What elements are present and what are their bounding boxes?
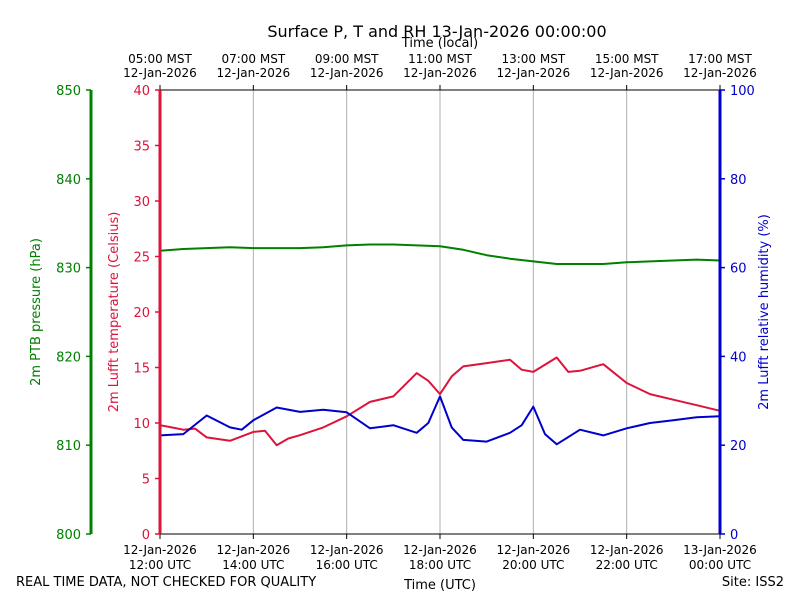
x-tick-label-utc-date: 12-Jan-2026 — [497, 543, 571, 557]
site-label: Site: ISS2 — [721, 575, 784, 590]
x-tick-label-local-time: 05:00 MST — [128, 52, 192, 66]
x-tick-label-utc-date: 12-Jan-2026 — [310, 543, 384, 557]
x-tick-label-utc-date: 12-Jan-2026 — [217, 543, 291, 557]
temperature-tick-label: 25 — [133, 251, 150, 266]
humidity-tick-label: 20 — [730, 439, 747, 454]
bottom-axis-title: Time (UTC) — [403, 578, 476, 593]
series-humidity-line — [159, 395, 721, 446]
vertical-grid — [252, 90, 628, 534]
humidity-tick-label: 80 — [730, 173, 747, 188]
x-tick-label-utc-time: 16:00 UTC — [316, 558, 378, 572]
x-tick-label-utc-time: 14:00 UTC — [222, 558, 284, 572]
x-tick-label-local-date: 12-Jan-2026 — [497, 66, 571, 80]
x-tick-label-local-date: 12-Jan-2026 — [683, 66, 757, 80]
humidity-axis-label: 2m Lufft relative humidity (%) — [757, 214, 772, 410]
x-tick-label-local-time: 17:00 MST — [688, 52, 752, 66]
x-tick-label-local-time: 15:00 MST — [595, 52, 659, 66]
temperature-tick-label: 40 — [133, 84, 150, 99]
x-tick-label-utc-date: 12-Jan-2026 — [123, 543, 197, 557]
pressure-tick-label: 850 — [56, 84, 81, 99]
pressure-tick-label: 810 — [56, 439, 81, 454]
series-group — [159, 243, 721, 447]
humidity-tick-label: 40 — [730, 350, 747, 365]
x-tick-label-utc-time: 00:00 UTC — [689, 558, 751, 572]
humidity-tick-label: 0 — [730, 528, 738, 543]
temperature-tick-label: 30 — [133, 195, 150, 210]
x-tick-label-utc-time: 20:00 UTC — [502, 558, 564, 572]
x-tick-label-utc-date: 13-Jan-2026 — [683, 543, 757, 557]
temperature-tick-label: 10 — [133, 417, 150, 432]
x-tick-label-utc-time: 22:00 UTC — [596, 558, 658, 572]
temperature-tick-label: 15 — [133, 362, 150, 377]
x-tick-label-utc-date: 12-Jan-2026 — [403, 543, 477, 557]
humidity-tick-label: 60 — [730, 262, 747, 277]
x-tick-label-local-date: 12-Jan-2026 — [310, 66, 384, 80]
temperature-tick-label: 35 — [133, 140, 150, 155]
x-tick-label-local-date: 12-Jan-2026 — [590, 66, 664, 80]
x-tick-label-local-time: 07:00 MST — [221, 52, 285, 66]
x-tick-label-utc-time: 18:00 UTC — [409, 558, 471, 572]
quality-disclaimer: REAL TIME DATA, NOT CHECKED FOR QUALITY — [16, 575, 317, 590]
top-axis-title: Time (local) — [401, 36, 478, 51]
x-tick-label-utc-time: 12:00 UTC — [129, 558, 191, 572]
series-pressure-line — [159, 243, 721, 265]
series-temperature-line — [159, 356, 721, 447]
pressure-tick-label: 820 — [56, 350, 81, 365]
x-tick-label-local-time: 13:00 MST — [501, 52, 565, 66]
pressure-tick-label: 830 — [56, 262, 81, 277]
x-tick-label-local-time: 11:00 MST — [408, 52, 472, 66]
x-tick-label-local-date: 12-Jan-2026 — [217, 66, 291, 80]
temperature-tick-label: 0 — [142, 528, 150, 543]
temperature-axis-label: 2m Lufft temperature (Celsius) — [107, 212, 122, 413]
temperature-tick-label: 20 — [133, 306, 150, 321]
x-tick-label-utc-date: 12-Jan-2026 — [590, 543, 664, 557]
pressure-axis-label: 2m PTB pressure (hPa) — [29, 238, 44, 386]
x-tick-label-local-date: 12-Jan-2026 — [123, 66, 197, 80]
x-tick-label-local-time: 09:00 MST — [315, 52, 379, 66]
humidity-tick-label: 100 — [730, 84, 755, 99]
temperature-tick-label: 5 — [142, 473, 150, 488]
chart-title: Surface P, T and RH 13-Jan-2026 00:00:00 — [267, 22, 606, 41]
pressure-tick-label: 800 — [56, 528, 81, 543]
pressure-tick-label: 840 — [56, 173, 81, 188]
x-tick-label-local-date: 12-Jan-2026 — [403, 66, 477, 80]
